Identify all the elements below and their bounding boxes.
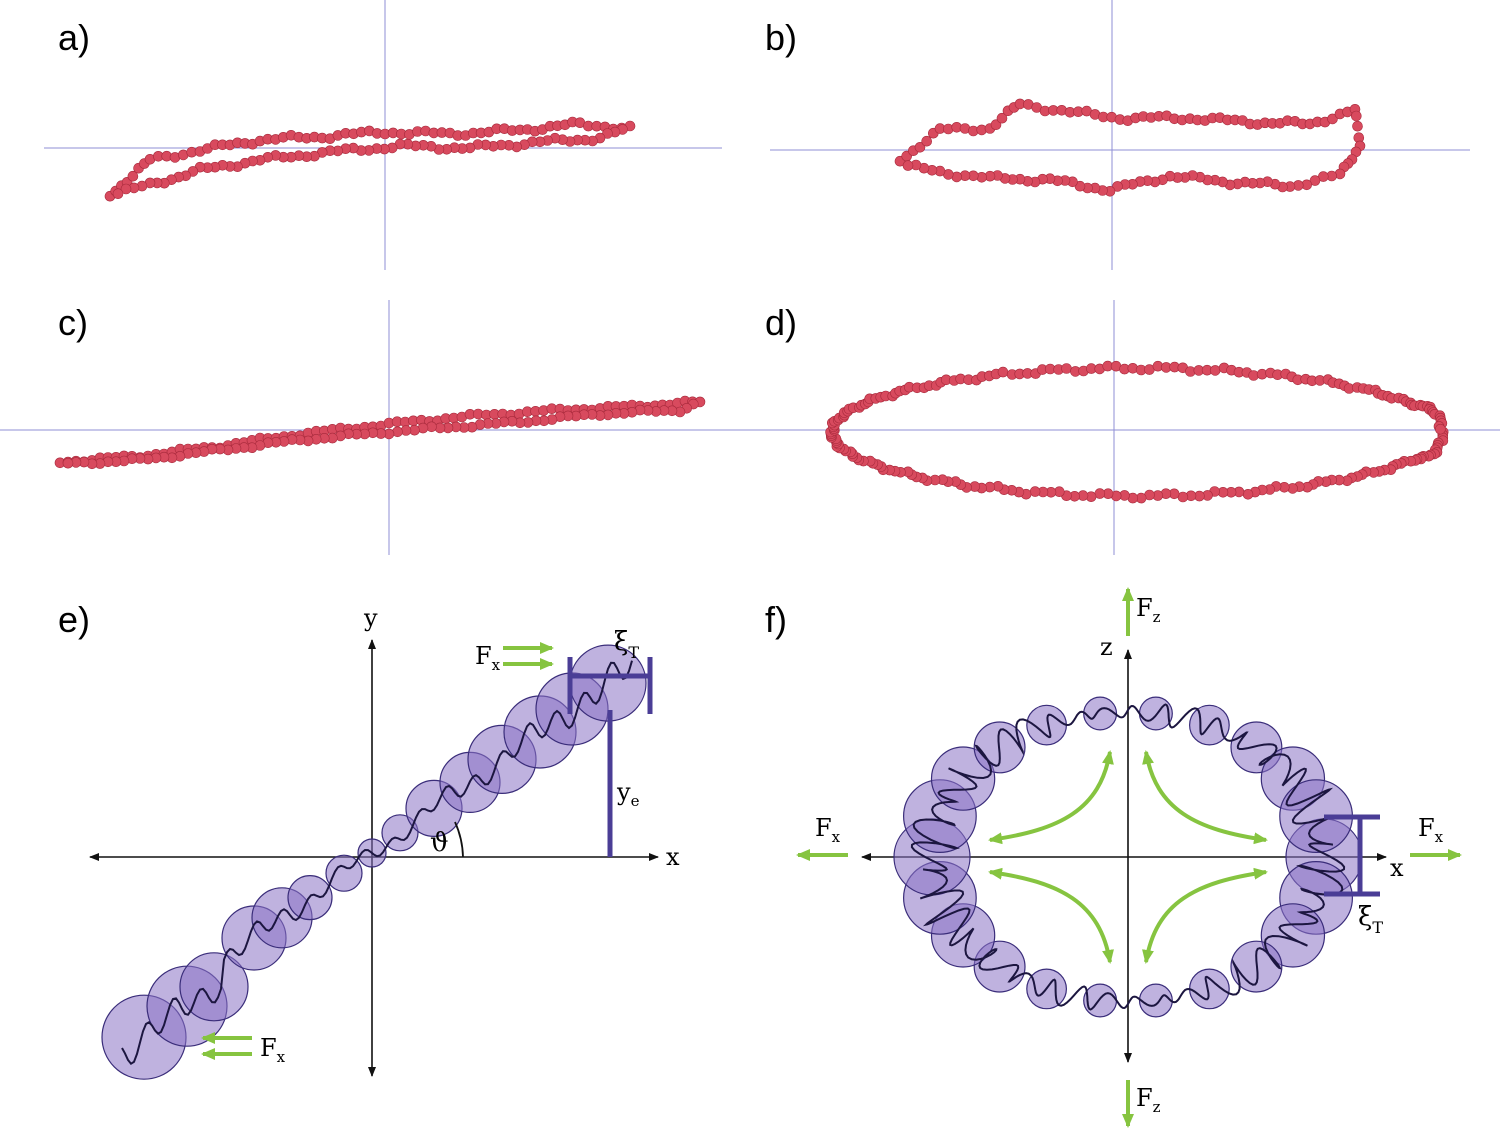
panel-label-d: d) <box>765 302 797 343</box>
panel-b-polymer <box>894 98 1366 197</box>
blob <box>1138 696 1173 731</box>
polymer-bead <box>1242 488 1254 500</box>
panel-label-f: f) <box>765 599 787 640</box>
panel-f-force-top-label: Fz <box>1136 594 1161 626</box>
blob <box>381 814 419 852</box>
polymer-bead <box>1351 110 1362 122</box>
panel-f-z-label: z <box>1100 633 1113 661</box>
panel-f-xi-label: ξT <box>1358 902 1383 937</box>
polymer-bead <box>62 457 74 469</box>
panel-f-polymer-path <box>910 703 1346 1011</box>
polymer-bead <box>990 119 1002 130</box>
panel-f-force-left-label: Fx <box>815 814 841 846</box>
panel-e-schematic: x y ϑ ye ξT Fx Fx <box>89 604 680 1080</box>
panel-f-force-right-label: Fx <box>1418 814 1444 846</box>
panel-f-x-label: x <box>1390 854 1404 882</box>
polymer-bead <box>120 183 132 195</box>
polymer-bead <box>996 112 1008 124</box>
panel-f-schematic: x z ξT Fz Fz Fx Fx <box>796 587 1462 1128</box>
panel-label-e: e) <box>58 599 90 640</box>
polymer-bead <box>1435 423 1446 435</box>
panel-label-a: a) <box>58 17 90 58</box>
panel-f-flow-arrow-ul <box>988 750 1114 845</box>
polymer-bead <box>997 366 1009 378</box>
panel-d-polymer <box>825 360 1449 504</box>
panel-c-simulation <box>0 300 780 555</box>
panel-f-force-bottom-label: Fz <box>1136 1084 1161 1116</box>
blob <box>1083 696 1118 731</box>
panel-e-force-top-label: Fx <box>475 642 501 674</box>
blob <box>179 952 249 1022</box>
panel-e-y-label: y <box>363 604 378 632</box>
blob <box>325 854 363 892</box>
panel-e-ye-label: ye <box>616 778 640 810</box>
panel-label-c: c) <box>58 302 88 343</box>
panel-e-force-bottom-label: Fx <box>260 1034 286 1066</box>
polymer-bead <box>1209 365 1221 376</box>
panel-b-simulation <box>770 0 1470 270</box>
panel-c-polymer <box>54 395 706 470</box>
blob <box>1083 983 1118 1018</box>
blob <box>1138 983 1173 1018</box>
polymer-bead <box>127 170 139 182</box>
polymer-bead <box>112 188 124 199</box>
panel-a-polymer <box>104 116 636 202</box>
polymer-bead <box>921 135 933 147</box>
panel-f-xi-bracket <box>1324 814 1380 897</box>
panel-e-angle-arc <box>454 821 464 858</box>
polymer-bead <box>1352 120 1363 132</box>
panel-e-xi-label: ξT <box>614 627 639 662</box>
panel-e-theta: ϑ <box>430 828 449 858</box>
polymer-bead <box>1029 486 1041 497</box>
panel-f-flow-arrow-lr <box>1142 867 1268 964</box>
panel-f-flow-arrow-ll <box>988 867 1114 964</box>
panel-d-simulation <box>780 300 1500 555</box>
polymer-bead <box>1309 175 1321 186</box>
panel-e-xi-bracket <box>567 657 653 714</box>
panel-e-blob-chain <box>101 644 647 1080</box>
panel-label-b: b) <box>765 17 797 58</box>
polymer-bead <box>1327 113 1338 125</box>
polymer-bead <box>902 160 914 171</box>
polymer-bead <box>1112 181 1123 192</box>
polymer-bead <box>1061 363 1072 374</box>
panel-e-polymer-path <box>121 660 633 1066</box>
panel-e-x-label: x <box>666 843 680 871</box>
polymer-bead <box>914 142 926 153</box>
panel-a-simulation <box>44 0 722 270</box>
panel-f-flow-arrow-ur <box>1142 750 1268 845</box>
